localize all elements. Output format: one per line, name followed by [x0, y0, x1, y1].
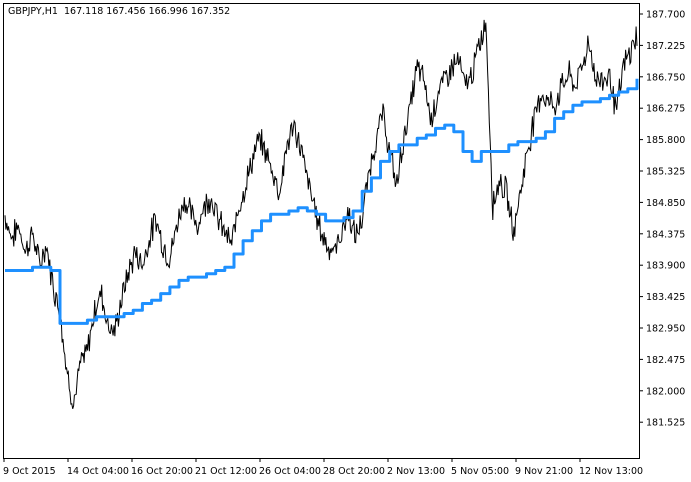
y-tick-label: 182.950 [646, 324, 685, 335]
price-series-line [4, 19, 638, 409]
y-tick-label: 185.800 [646, 135, 685, 146]
y-tick-label: 184.375 [646, 229, 685, 240]
x-axis: 9 Oct 2015 14 Oct 04:00 16 Oct 20:00 21 Oct… [3, 458, 643, 477]
x-tick-label: 5 Nov 05:00 [451, 466, 509, 477]
chart-ohlc: 167.118 167.456 166.996 167.352 [64, 6, 230, 17]
x-tick-label: 2 Nov 13:00 [387, 466, 445, 477]
y-tick-label: 187.225 [646, 41, 685, 52]
y-tick-label: 187.700 [646, 10, 685, 21]
x-tick-label: 16 Oct 20:00 [131, 466, 193, 477]
y-tick-label: 182.000 [646, 386, 685, 397]
x-tick-label: 9 Nov 21:00 [515, 466, 573, 477]
x-tick-label: 12 Nov 13:00 [579, 466, 643, 477]
chart-symbol: GBPJPY,H1 [8, 6, 58, 17]
y-tick-label: 181.525 [646, 418, 685, 429]
y-tick-label: 184.850 [646, 198, 685, 209]
x-tick-label: 21 Oct 12:00 [195, 466, 257, 477]
x-tick-label: 26 Oct 04:00 [259, 466, 321, 477]
indicator-series-line [5, 78, 639, 325]
y-tick-label: 185.325 [646, 167, 685, 178]
x-tick-label: 14 Oct 04:00 [67, 466, 129, 477]
y-tick-label: 182.475 [646, 355, 685, 366]
series-layer [4, 19, 639, 409]
y-tick-label: 186.750 [646, 72, 685, 83]
y-tick-label: 183.425 [646, 292, 685, 303]
y-tick-label: 183.900 [646, 261, 685, 272]
x-tick-label: 28 Oct 20:00 [323, 466, 385, 477]
y-axis: 187.700 187.225 186.750 186.275 185.800 185.3… [639, 10, 685, 429]
chart-frame [3, 3, 640, 459]
y-tick-label: 186.275 [646, 104, 685, 115]
x-tick-label: 9 Oct 2015 [3, 466, 56, 477]
